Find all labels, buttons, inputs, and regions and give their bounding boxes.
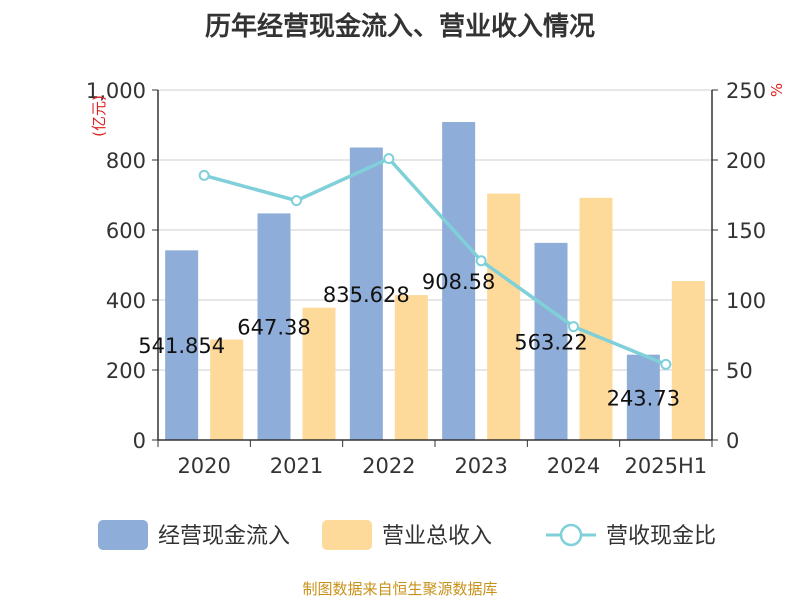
- data-label: 647.38: [237, 316, 310, 340]
- y-left-tick-label: 0: [133, 429, 146, 453]
- x-tick-label: 2022: [362, 454, 415, 478]
- bar-revenue: [394, 295, 428, 440]
- bar-revenue: [487, 193, 521, 440]
- bar-revenue: [671, 281, 705, 440]
- y-axis-left-label: (亿元): [90, 95, 108, 137]
- legend-label: 营业总收入: [382, 524, 492, 549]
- ratio-point: [660, 358, 672, 370]
- data-label: 563.22: [514, 330, 587, 354]
- y-left-tick-label: 800: [106, 149, 146, 173]
- y-right-tick-label: 250: [726, 79, 766, 103]
- data-label: 908.58: [422, 270, 495, 294]
- legend: 经营现金流入 营业总收入 营收现金比: [98, 520, 716, 550]
- bar-cash-inflow: [349, 147, 383, 440]
- x-tick-label: 2023: [454, 454, 507, 478]
- chart-title: 历年经营现金流入、营业收入情况: [204, 12, 595, 42]
- data-labels-layer: 541.854 647.38 835.628 908.58 563.22 243.73: [138, 270, 680, 410]
- ratio-point: [383, 153, 395, 165]
- bar-cash-inflow: [534, 242, 568, 440]
- y-left-tick-label: 600: [106, 219, 146, 243]
- ratio-line-layer: [198, 153, 672, 370]
- bars-layer: [165, 121, 705, 440]
- y-right-tick-label: 150: [726, 219, 766, 243]
- data-label: 541.854: [138, 334, 225, 358]
- grid-lines: [158, 89, 712, 371]
- x-tick-label: 2025H1: [625, 454, 708, 478]
- y-right-tick-label: 100: [726, 289, 766, 313]
- y-right-tick-label: 50: [726, 359, 753, 383]
- legend-label: 经营现金流入: [158, 524, 290, 549]
- bar-cash-inflow: [165, 250, 199, 440]
- legend-marker: [559, 523, 583, 547]
- ratio-line: [203, 156, 667, 367]
- y-left-tick-label: 1,000: [86, 79, 146, 103]
- bar-cash-inflow: [442, 121, 476, 440]
- y-left-tick-label: 200: [106, 359, 146, 383]
- y-right-tick-label: 200: [726, 149, 766, 173]
- legend-label: 营收现金比: [606, 524, 716, 549]
- bar-cash-inflow: [626, 354, 660, 440]
- x-tick-label: 2020: [177, 454, 230, 478]
- bar-revenue: [579, 197, 613, 440]
- y-right-tick-label: 0: [726, 429, 739, 453]
- source-note: 制图数据来自恒生聚源数据库: [302, 580, 498, 598]
- bar-cash-inflow: [257, 213, 291, 440]
- ratio-point: [291, 195, 302, 207]
- legend-swatch: [98, 520, 148, 550]
- ratio-point: [475, 255, 487, 267]
- ratio-point: [198, 169, 210, 181]
- y-left-tick-label: 400: [106, 289, 146, 313]
- ratio-point: [568, 321, 579, 333]
- bar-revenue: [210, 339, 244, 440]
- bar-revenue: [302, 307, 336, 440]
- data-label: 243.73: [607, 386, 680, 410]
- x-tick-label: 2021: [270, 454, 323, 478]
- legend-swatch: [322, 520, 372, 550]
- data-label: 835.628: [323, 283, 410, 307]
- y-axis-right-label: %: [768, 83, 786, 97]
- x-tick-label: 2024: [547, 454, 600, 478]
- axes-layer: 0 0 200 50 400 100 600 150 800 200 1,000 250 2020 202…: [86, 79, 766, 478]
